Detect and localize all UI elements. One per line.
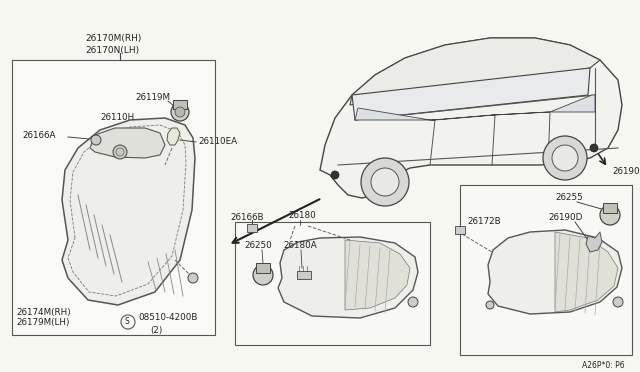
- Text: 26166B: 26166B: [230, 214, 264, 222]
- Bar: [256, 263, 270, 273]
- Circle shape: [486, 301, 494, 309]
- Polygon shape: [492, 112, 550, 115]
- Text: 26190M: 26190M: [612, 167, 640, 176]
- Text: 26170M(RH): 26170M(RH): [85, 33, 141, 42]
- Circle shape: [91, 135, 101, 145]
- Polygon shape: [90, 128, 165, 158]
- Polygon shape: [550, 95, 595, 112]
- Circle shape: [188, 273, 198, 283]
- Circle shape: [543, 136, 587, 180]
- Text: 26174M(RH): 26174M(RH): [16, 308, 71, 317]
- Circle shape: [361, 158, 409, 206]
- Text: 26250: 26250: [244, 241, 272, 250]
- Bar: [247, 224, 257, 232]
- Polygon shape: [555, 232, 618, 312]
- Polygon shape: [352, 68, 590, 120]
- Text: 26190D: 26190D: [548, 214, 582, 222]
- Text: 26180A: 26180A: [283, 241, 317, 250]
- Polygon shape: [278, 237, 418, 318]
- Polygon shape: [355, 108, 435, 120]
- Circle shape: [113, 145, 127, 159]
- Text: 26166A: 26166A: [22, 131, 56, 141]
- Circle shape: [331, 171, 339, 179]
- Circle shape: [171, 103, 189, 121]
- Text: 26179M(LH): 26179M(LH): [16, 318, 70, 327]
- Bar: [603, 203, 617, 213]
- Polygon shape: [350, 38, 600, 105]
- Bar: [12, 60, 215, 335]
- Polygon shape: [62, 118, 195, 305]
- Polygon shape: [488, 230, 622, 314]
- Polygon shape: [345, 240, 410, 310]
- Text: 08510-4200B: 08510-4200B: [138, 314, 197, 323]
- Bar: [173, 100, 187, 109]
- Bar: [235, 222, 430, 345]
- Polygon shape: [432, 115, 495, 120]
- Circle shape: [600, 205, 620, 225]
- Polygon shape: [167, 128, 180, 145]
- Polygon shape: [586, 232, 602, 252]
- Text: 26119M: 26119M: [135, 93, 170, 102]
- Circle shape: [590, 144, 598, 152]
- Text: 26110H: 26110H: [100, 112, 134, 122]
- Text: (2): (2): [150, 326, 163, 334]
- Text: 26172B: 26172B: [467, 218, 500, 227]
- Polygon shape: [320, 38, 622, 198]
- Text: 26170N(LH): 26170N(LH): [85, 45, 139, 55]
- Bar: [297, 271, 311, 279]
- Circle shape: [408, 297, 418, 307]
- Bar: [455, 226, 465, 234]
- Text: 26255: 26255: [555, 193, 583, 202]
- Circle shape: [175, 107, 185, 117]
- Circle shape: [371, 168, 399, 196]
- Bar: [460, 185, 632, 355]
- Circle shape: [552, 145, 578, 171]
- Circle shape: [253, 265, 273, 285]
- Text: A26P*0: P6: A26P*0: P6: [582, 360, 625, 369]
- Circle shape: [613, 297, 623, 307]
- Text: 26180: 26180: [288, 211, 316, 219]
- Text: S: S: [125, 317, 129, 327]
- Text: 26110EA: 26110EA: [198, 138, 237, 147]
